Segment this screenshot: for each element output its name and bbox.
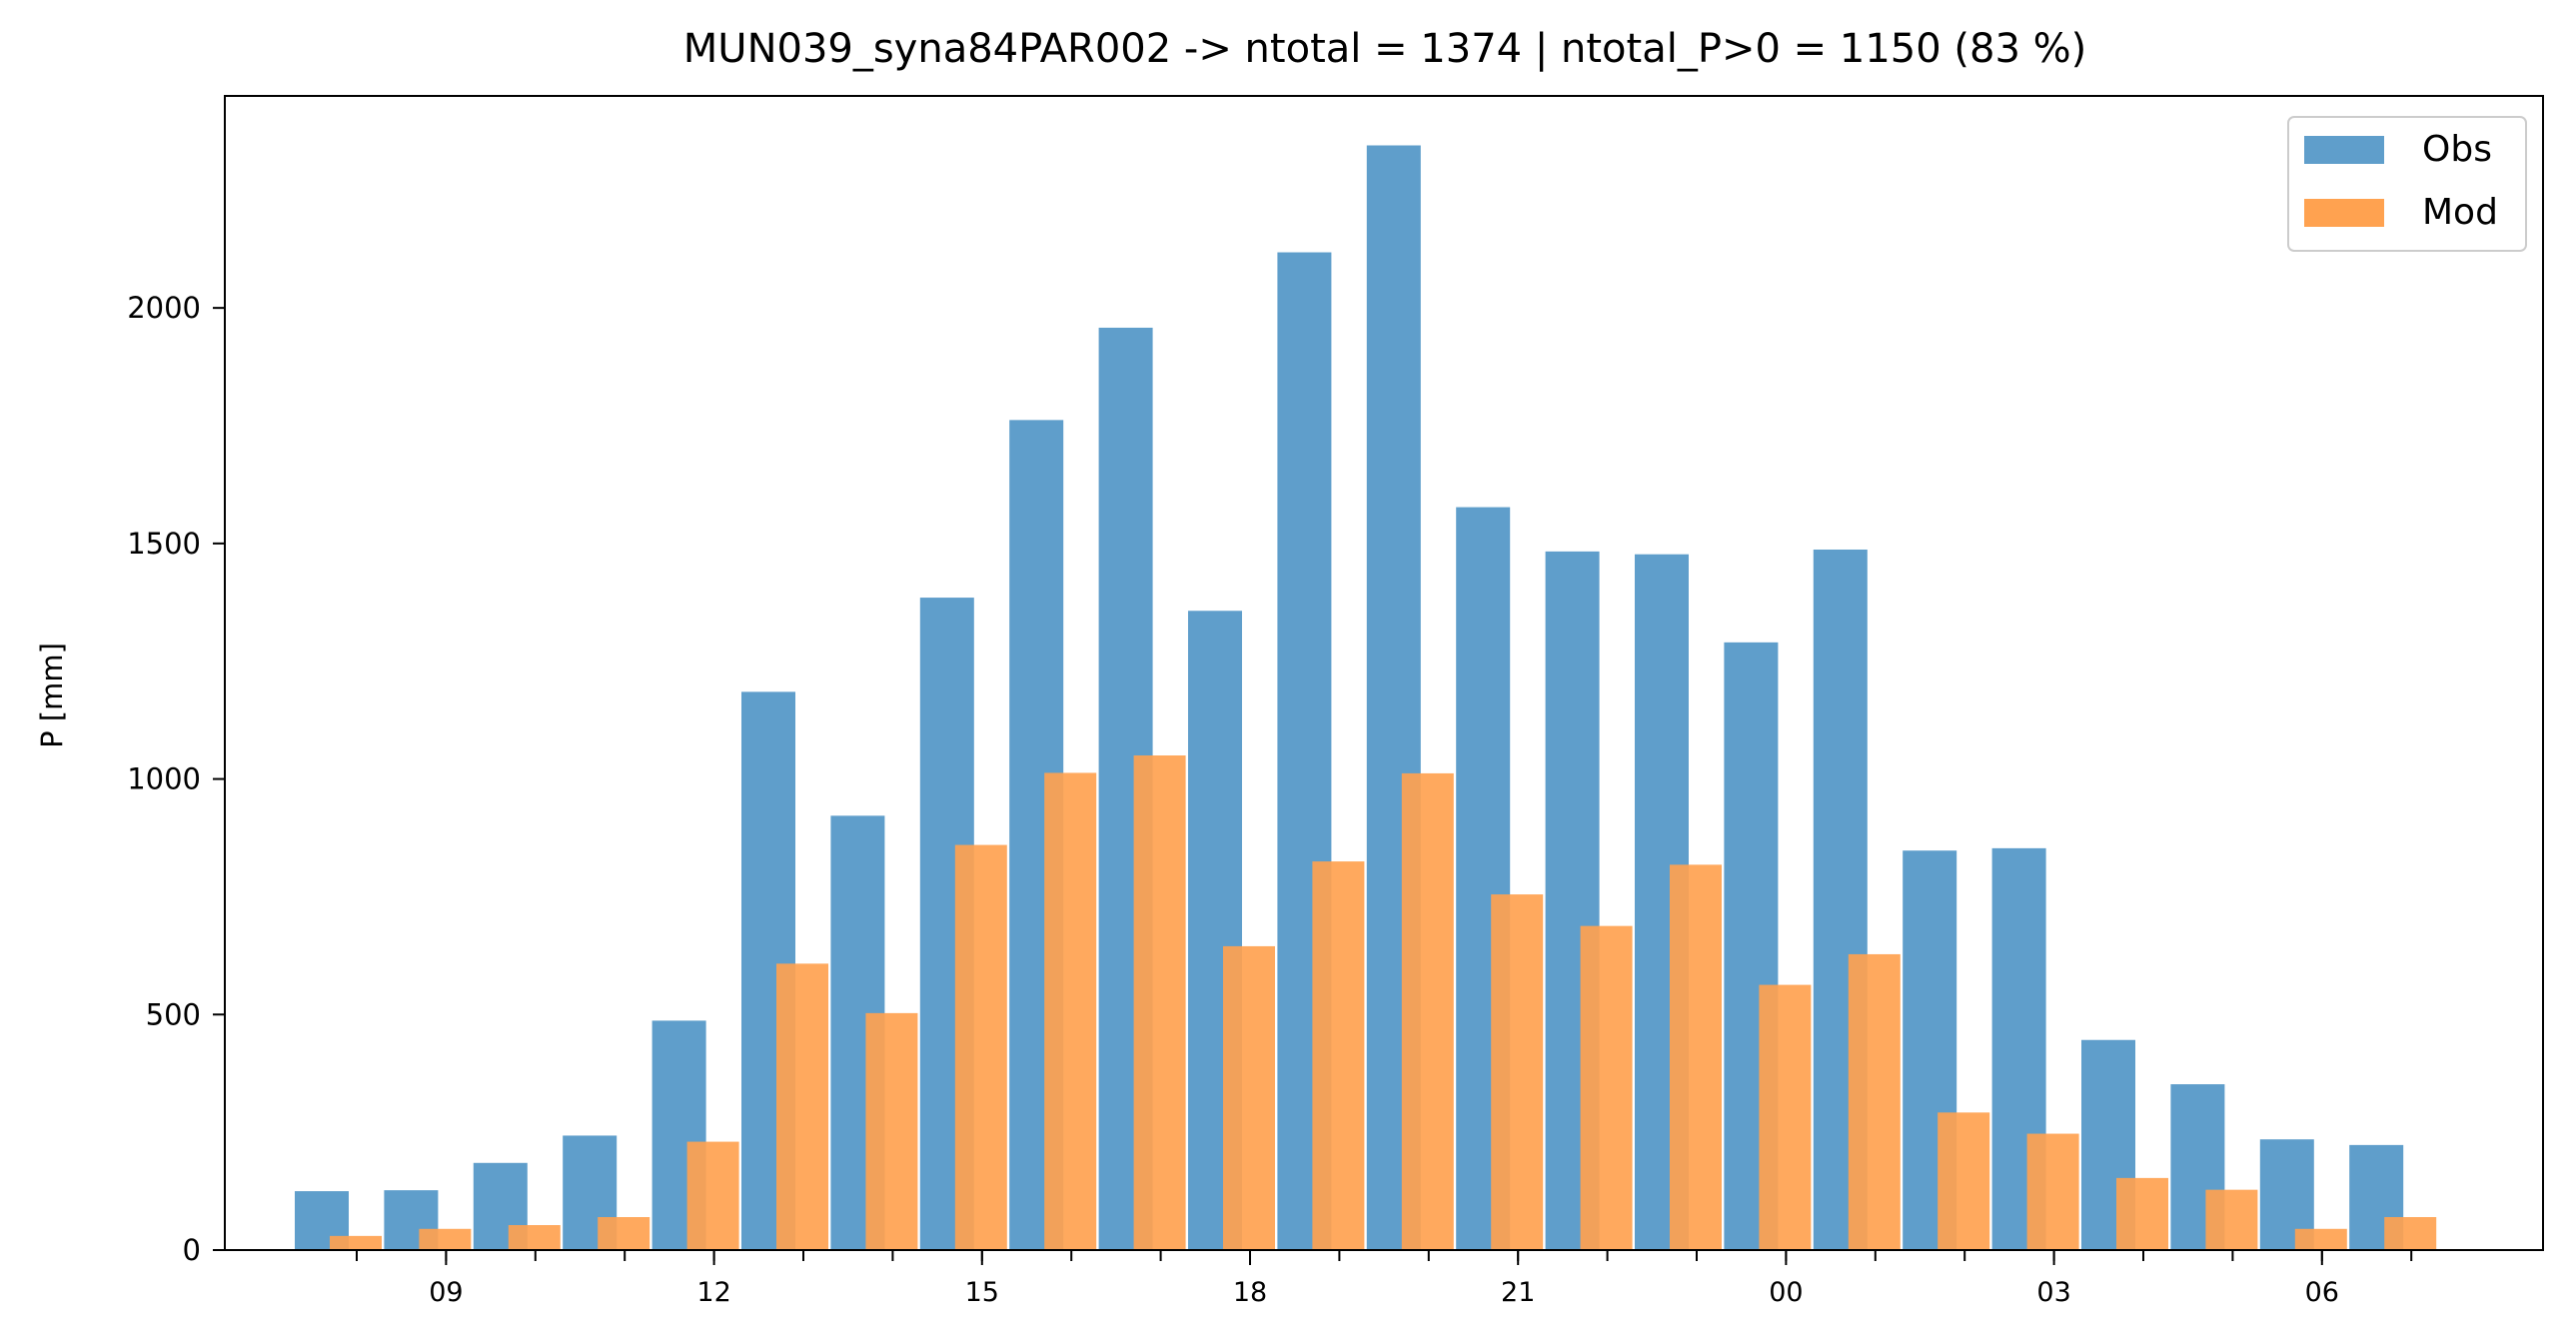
x-tick-label: 00 (1769, 1277, 1803, 1308)
x-tick-label: 12 (696, 1277, 730, 1308)
bar-mod-07 (2384, 1217, 2437, 1250)
bar-mod-03 (2026, 1133, 2079, 1250)
bar-mod-11 (598, 1217, 650, 1250)
bar-mod-18 (1223, 945, 1275, 1250)
y-tick-label: 0 (183, 1233, 201, 1267)
y-tick-label: 1000 (127, 762, 201, 796)
bar-mod-12 (686, 1141, 739, 1250)
bar-mod-14 (865, 1012, 918, 1250)
bar-mod-21 (1491, 894, 1544, 1250)
bar-mod-15 (954, 844, 1007, 1250)
legend-label-obs: Obs (2422, 129, 2492, 170)
x-tick-label: 06 (2305, 1277, 2339, 1308)
x-tick-label: 03 (2036, 1277, 2070, 1308)
bar-mod-13 (776, 963, 828, 1250)
y-tick-label: 500 (146, 997, 201, 1031)
x-tick-label: 21 (1501, 1277, 1535, 1308)
y-tick-label: 2000 (127, 291, 201, 325)
plot-frame (224, 95, 2544, 1251)
bar-mod-00 (1759, 984, 1812, 1250)
y-tick-label: 1500 (127, 527, 201, 561)
x-tick-label: 18 (1233, 1277, 1267, 1308)
y-axis: 0 500 1000 1500 2000 (127, 291, 225, 1267)
bar-mod-20 (1401, 772, 1454, 1250)
legend-swatch-mod (2304, 199, 2384, 227)
legend-label-mod: Mod (2422, 192, 2498, 233)
bar-mod-08 (330, 1235, 382, 1250)
x-tick-label: 15 (965, 1277, 999, 1308)
bar-mod-22 (1580, 925, 1633, 1250)
legend: Obs Mod (2287, 116, 2527, 252)
x-tick-label: 09 (429, 1277, 463, 1308)
bar-mod-05 (2205, 1189, 2258, 1250)
bar-mod-10 (508, 1225, 561, 1250)
bar-mod-04 (2116, 1177, 2168, 1250)
bar-mod-01 (1848, 953, 1901, 1250)
bar-mod-09 (419, 1228, 472, 1250)
bar-mod-23 (1670, 864, 1722, 1250)
bar-mod-06 (2294, 1228, 2347, 1250)
bar-mod-17 (1133, 755, 1186, 1250)
y-axis-label: P [mm] (35, 643, 69, 748)
x-axis: 09 12 15 18 21 00 03 06 (356, 1250, 2413, 1308)
legend-swatch-obs (2304, 136, 2384, 164)
bar-mod-19 (1312, 861, 1365, 1250)
bars-layer (295, 145, 2437, 1250)
bar-mod-16 (1044, 772, 1097, 1250)
bar-mod-02 (1937, 1112, 1990, 1250)
chart-title: MUN039_syna84PAR002 -> ntotal = 1374 | n… (683, 26, 2086, 72)
